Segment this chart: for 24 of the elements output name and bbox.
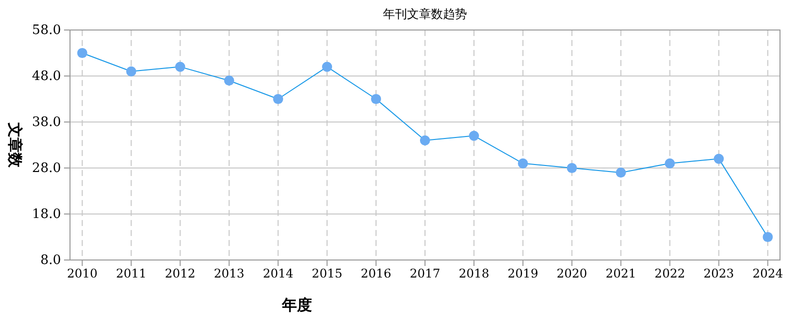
x-tick-label: 2016 [360,266,392,281]
x-axis-title: 年度 [281,296,312,314]
x-tick-label: 2024 [752,266,784,281]
x-tick-label: 2021 [606,266,636,281]
x-tick-label: 2011 [116,266,146,281]
x-tick-label: 2023 [704,266,734,281]
x-tick-label: 2010 [66,266,98,281]
x-tick-label: 2020 [556,266,588,281]
y-tick-label: 48.0 [32,69,61,84]
x-tick-label: 2015 [312,266,342,281]
x-tick-label: 2017 [410,266,440,281]
y-tick-label: 8.0 [40,253,61,268]
y-tick-label: 58.0 [32,23,61,38]
chart-title: 年刊文章数趋势 [383,7,467,21]
x-tick-label: 2013 [214,266,244,281]
y-tick-label: 38.0 [32,115,61,130]
x-tick-label: 2012 [164,266,196,281]
y-axis-title: 文章数 [6,122,24,168]
x-tick-label: 2014 [262,266,294,281]
x-tick-label: 2018 [458,266,490,281]
x-tick-label: 2019 [508,266,538,281]
x-tick-label: 2022 [654,266,686,281]
y-tick-label: 28.0 [32,161,61,176]
y-tick-label: 18.0 [32,207,61,222]
